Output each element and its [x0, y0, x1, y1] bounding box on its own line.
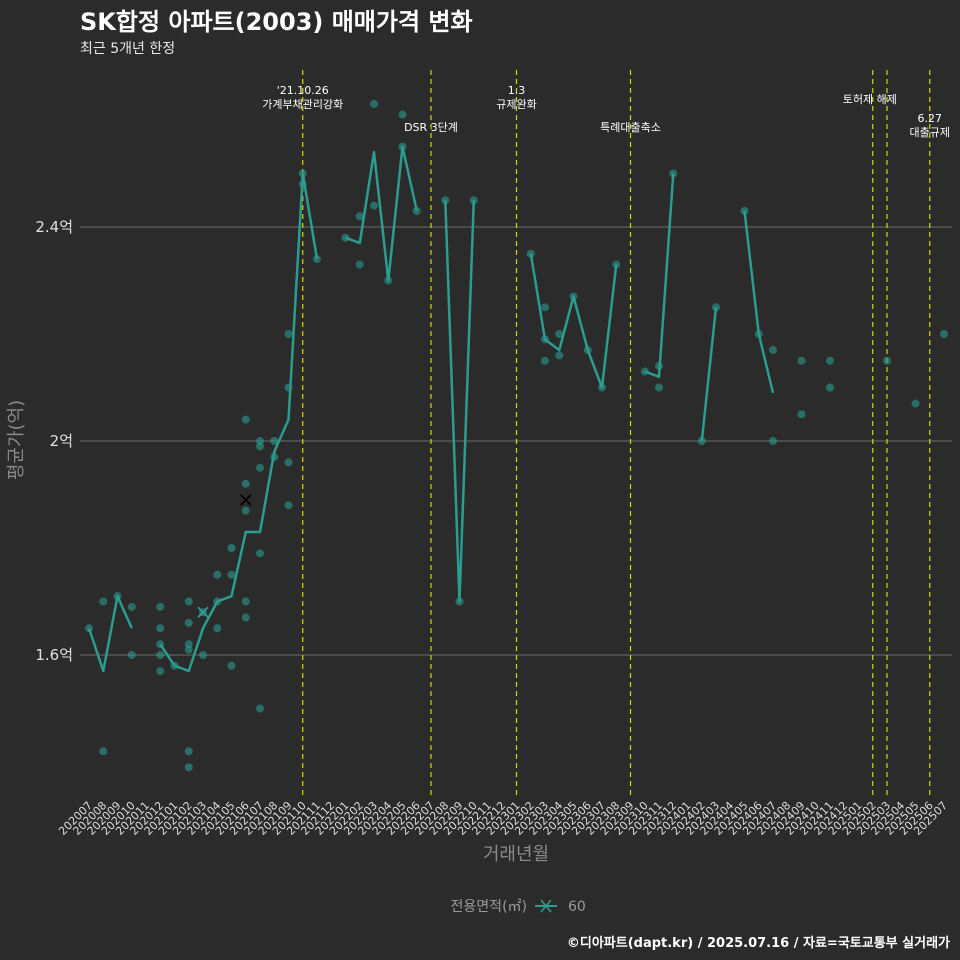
event-annotation: 특례대출축소	[600, 121, 661, 134]
data-point	[541, 303, 549, 312]
data-point	[184, 747, 193, 756]
legend-title: 전용면적(㎡)	[451, 899, 527, 915]
data-point	[213, 570, 222, 579]
data-point	[541, 356, 549, 365]
chart-subtitle: 최근 5개년 한정	[80, 41, 175, 57]
y-axis-label: 평균가(억)	[6, 400, 27, 480]
series-line-segment	[700, 307, 718, 442]
data-point	[826, 383, 834, 392]
y-tick-labels: 1.6억 2억 2.4억	[35, 218, 73, 664]
highlight-x-marker	[197, 606, 209, 618]
y-tick-label: 1.6억	[35, 646, 73, 664]
series-line-segment	[644, 173, 675, 379]
data-point	[883, 356, 891, 365]
data-point	[826, 356, 834, 365]
series-line-segment	[87, 594, 133, 673]
data-point	[127, 602, 136, 611]
x-tick-labels: 2020072020082020092020102020112020122021…	[56, 799, 950, 838]
data-point	[256, 442, 264, 451]
data-point	[769, 437, 777, 445]
event-annotation: DSR 3단계	[404, 121, 458, 134]
data-point	[940, 330, 948, 338]
data-point	[256, 704, 264, 713]
data-point	[213, 624, 222, 633]
data-point	[241, 415, 250, 424]
legend-label: 60	[568, 899, 586, 915]
data-point	[284, 330, 293, 338]
data-point	[241, 613, 250, 622]
data-point	[127, 651, 136, 659]
data-point	[227, 544, 236, 552]
data-point	[769, 346, 777, 355]
series-line-segment	[743, 210, 775, 394]
data-point	[227, 570, 236, 579]
data-point	[284, 458, 293, 467]
chart-title: SK합정 아파트(2003) 매매가격 변화	[80, 8, 473, 36]
data-point	[156, 651, 165, 659]
data-point	[355, 212, 364, 221]
series-line-segment	[159, 172, 319, 673]
event-annotation: '21.10.26	[277, 84, 329, 97]
data-point	[85, 624, 93, 633]
y-tick-label: 2억	[50, 432, 73, 450]
data-point	[412, 206, 421, 215]
data-point	[184, 645, 193, 654]
data-point	[370, 99, 378, 108]
highlight-x-marker	[240, 494, 252, 506]
data-point	[911, 399, 920, 408]
data-point	[256, 549, 264, 558]
y-tick-label: 2.4억	[35, 218, 73, 236]
data-point	[156, 624, 165, 633]
data-point	[797, 356, 806, 365]
series-line-segment	[529, 253, 618, 389]
data-point	[156, 602, 165, 611]
data-point	[797, 410, 806, 419]
data-point	[284, 501, 293, 510]
event-annotation: 1.3	[508, 84, 526, 97]
data-point	[156, 667, 165, 676]
data-point	[241, 597, 250, 606]
legend: 전용면적(㎡) 60	[451, 899, 586, 915]
legend-x-marker-icon	[540, 899, 552, 913]
event-annotation: 가계부채관리강화	[262, 98, 343, 111]
data-point	[555, 330, 564, 338]
data-point	[184, 597, 193, 606]
data-point	[184, 763, 193, 772]
chart-caption: ©디아파트(dapt.kr) / 2025.07.16 / 자료=국토교통부 실…	[567, 935, 950, 951]
data-point	[99, 747, 108, 756]
series-line-segment	[444, 200, 476, 603]
data-point	[256, 463, 264, 472]
data-point	[655, 383, 663, 392]
data-point	[184, 618, 193, 627]
data-point	[555, 351, 564, 360]
data-point	[241, 479, 250, 488]
x-axis-label: 거래년월	[483, 844, 549, 865]
data-point	[398, 110, 407, 119]
event-annotation: 토허제 해제	[843, 92, 897, 106]
data-point	[241, 506, 250, 515]
series-line-segment	[345, 145, 419, 282]
data-point	[199, 651, 207, 659]
data-point	[355, 260, 364, 269]
series-lines	[87, 145, 775, 673]
data-point	[99, 597, 108, 606]
data-point	[227, 661, 236, 670]
highlight-points	[197, 494, 252, 618]
data-point	[270, 437, 279, 445]
event-annotation: 규제완화	[496, 98, 536, 111]
data-point	[697, 437, 706, 445]
event-annotation: 대출규제	[910, 126, 950, 139]
data-point	[712, 303, 720, 312]
event-annotation: 6.27	[918, 112, 943, 125]
data-point	[370, 201, 378, 210]
